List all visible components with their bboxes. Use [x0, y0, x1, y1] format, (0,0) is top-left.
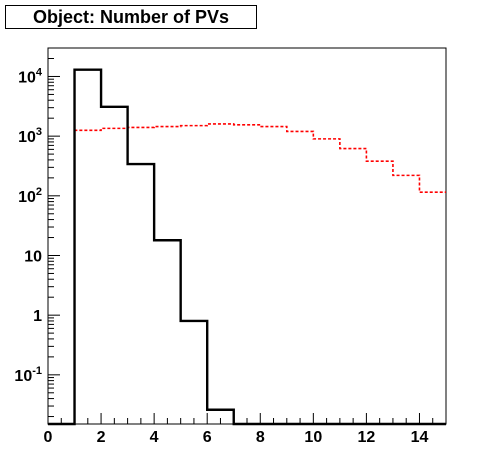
plot-frame-group [47, 47, 447, 425]
series-0-line [48, 68, 446, 426]
x-tick-label: 12 [358, 429, 376, 446]
series-1-line [48, 123, 446, 425]
chart-title: Object: Number of PVs [32, 6, 230, 27]
plot-frame [47, 47, 447, 425]
y-tick-label: 103 [18, 126, 42, 146]
x-tick-label: 14 [411, 429, 429, 446]
x-tick-label: 10 [304, 429, 322, 446]
y-tick-label: 102 [18, 186, 42, 206]
y-tick-label: 10 [24, 248, 42, 265]
x-tick-label: 2 [97, 429, 106, 446]
x-tick-label: 8 [256, 429, 265, 446]
x-tick-label: 6 [203, 429, 212, 446]
axis-labels-layer: 0 2 4 6 8 10 12 14 10-1 1 10 102 103 104 [14, 66, 428, 446]
x-tick-label: 0 [44, 429, 53, 446]
axis-ticks-layer [47, 47, 447, 424]
y-tick-label: 104 [18, 66, 43, 86]
x-tick-label: 4 [150, 429, 159, 446]
y-tick-label: 1 [33, 308, 42, 325]
chart-title-box: Object: Number of PVs [5, 5, 257, 29]
y-tick-label: 10-1 [14, 365, 42, 385]
series-layer [48, 68, 446, 426]
